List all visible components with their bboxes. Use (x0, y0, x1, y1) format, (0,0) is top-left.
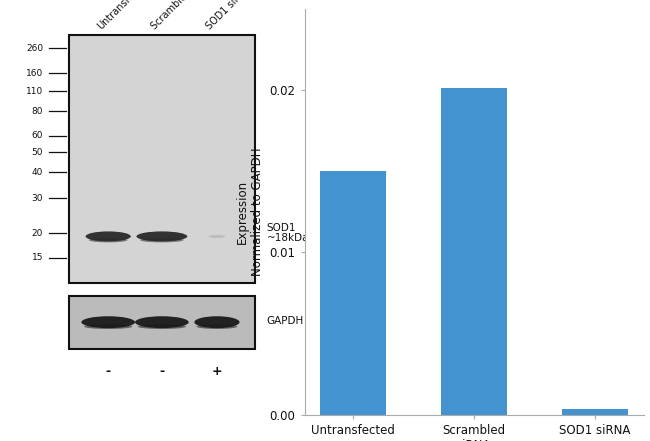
Text: +: + (212, 365, 222, 378)
Ellipse shape (81, 316, 135, 328)
Text: 260: 260 (26, 44, 43, 53)
Text: ~18kDa: ~18kDa (266, 233, 309, 243)
Text: 60: 60 (32, 131, 43, 140)
Text: 20: 20 (32, 228, 43, 238)
Ellipse shape (209, 235, 226, 238)
Text: 110: 110 (26, 87, 43, 96)
Text: -: - (159, 365, 164, 378)
Text: 80: 80 (32, 107, 43, 116)
Ellipse shape (140, 238, 183, 243)
Text: Scrambled siRNA: Scrambled siRNA (149, 0, 216, 32)
Y-axis label: Expression
Normalized to GAPDH: Expression Normalized to GAPDH (236, 147, 264, 276)
Text: 15: 15 (32, 254, 43, 262)
Ellipse shape (138, 324, 186, 329)
Bar (320, 171, 386, 415)
Text: 30: 30 (32, 194, 43, 203)
Text: SOD1: SOD1 (266, 223, 296, 233)
Text: -: - (106, 365, 110, 378)
Ellipse shape (135, 316, 188, 328)
Ellipse shape (194, 316, 240, 328)
Text: Untransfected: Untransfected (96, 0, 151, 32)
Bar (69, 296, 255, 348)
Text: GAPDH: GAPDH (266, 315, 304, 325)
Text: 160: 160 (26, 69, 43, 78)
Ellipse shape (136, 232, 187, 241)
Text: 40: 40 (32, 168, 43, 176)
Ellipse shape (84, 324, 133, 329)
Ellipse shape (86, 232, 131, 241)
Bar (441, 88, 507, 415)
Ellipse shape (89, 238, 127, 243)
Bar (562, 409, 628, 415)
Bar (69, 35, 255, 283)
Ellipse shape (196, 324, 237, 329)
Text: 50: 50 (32, 148, 43, 157)
Text: SOD1 siRNA: SOD1 siRNA (204, 0, 254, 32)
